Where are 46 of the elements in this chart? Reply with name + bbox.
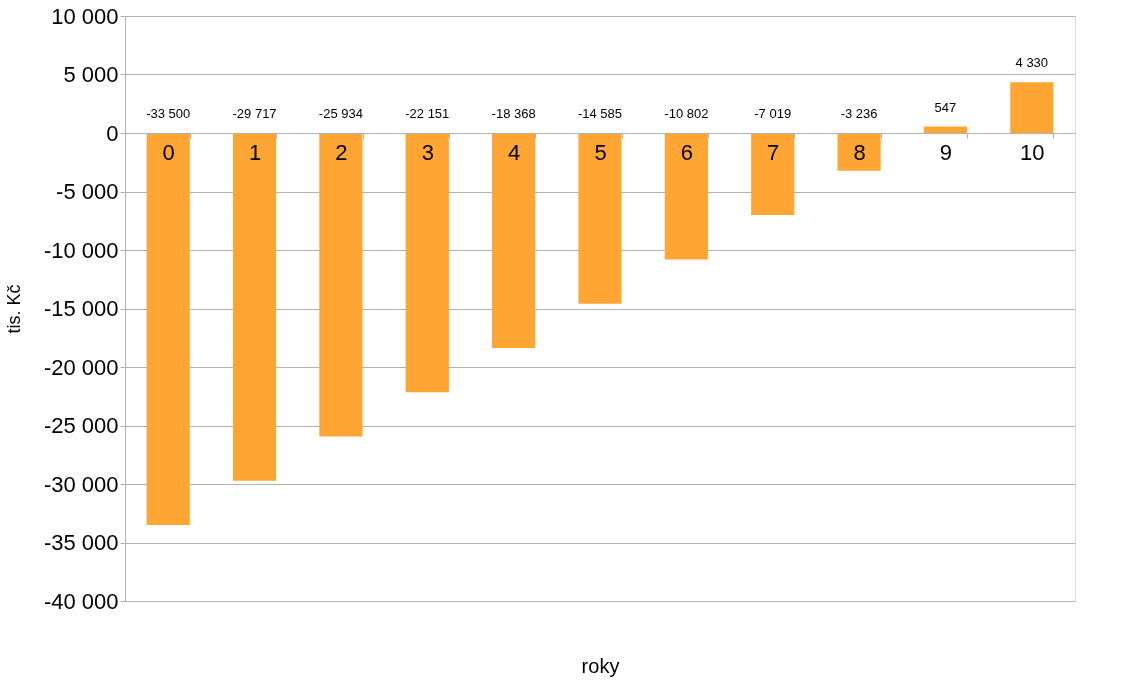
data-label: -3 236 [840, 106, 878, 121]
x-axis-title: roky [581, 654, 620, 677]
x-tick-label: 0 [162, 139, 175, 165]
data-label: -18 368 [491, 106, 536, 121]
bar [1010, 82, 1054, 133]
bar [664, 133, 708, 260]
x-tick-label: 4 [508, 139, 521, 165]
x-tick-label: 1 [248, 139, 262, 165]
y-tick-label: -20 000 [43, 354, 119, 380]
x-tick-label: 3 [421, 139, 434, 165]
data-label: -25 934 [318, 106, 363, 121]
y-tick-label: 5 000 [63, 62, 119, 87]
x-tick-label: 10 [1020, 139, 1045, 165]
y-tick-label: -5 000 [56, 179, 119, 204]
data-label: -14 585 [577, 106, 623, 121]
y-tick-label: -15 000 [43, 296, 119, 321]
bar [923, 126, 968, 133]
y-tick-label: -25 000 [43, 413, 119, 438]
bar [492, 133, 536, 348]
data-label: -7 019 [754, 106, 792, 121]
y-axis-title: tis. Kč [3, 284, 24, 334]
data-label: 4 330 [1015, 55, 1049, 71]
bar [319, 133, 363, 437]
bar [146, 133, 190, 525]
data-label: -22 151 [405, 106, 450, 121]
y-tick-label: -35 000 [43, 530, 119, 555]
x-tick-label: 7 [767, 139, 780, 165]
x-tick-label: 8 [853, 139, 866, 165]
y-tick-label: -40 000 [43, 588, 119, 614]
bar [837, 133, 881, 171]
bar [751, 133, 795, 216]
bar [405, 133, 449, 393]
bar [578, 133, 622, 304]
y-tick-label: -10 000 [43, 237, 119, 263]
y-tick-label: 10 000 [51, 3, 119, 29]
y-tick-label: 0 [106, 120, 119, 146]
data-label: 547 [934, 99, 957, 115]
y-tick-label: -30 000 [43, 471, 119, 497]
x-tick-label: 5 [594, 139, 607, 165]
x-tick-label: 6 [680, 139, 693, 165]
data-label: -29 717 [232, 106, 277, 121]
x-tick-label: 2 [335, 139, 348, 165]
bar [232, 133, 277, 481]
x-tick-label: 9 [939, 139, 953, 165]
data-label: -33 500 [146, 106, 191, 121]
data-label: -10 802 [664, 106, 709, 121]
